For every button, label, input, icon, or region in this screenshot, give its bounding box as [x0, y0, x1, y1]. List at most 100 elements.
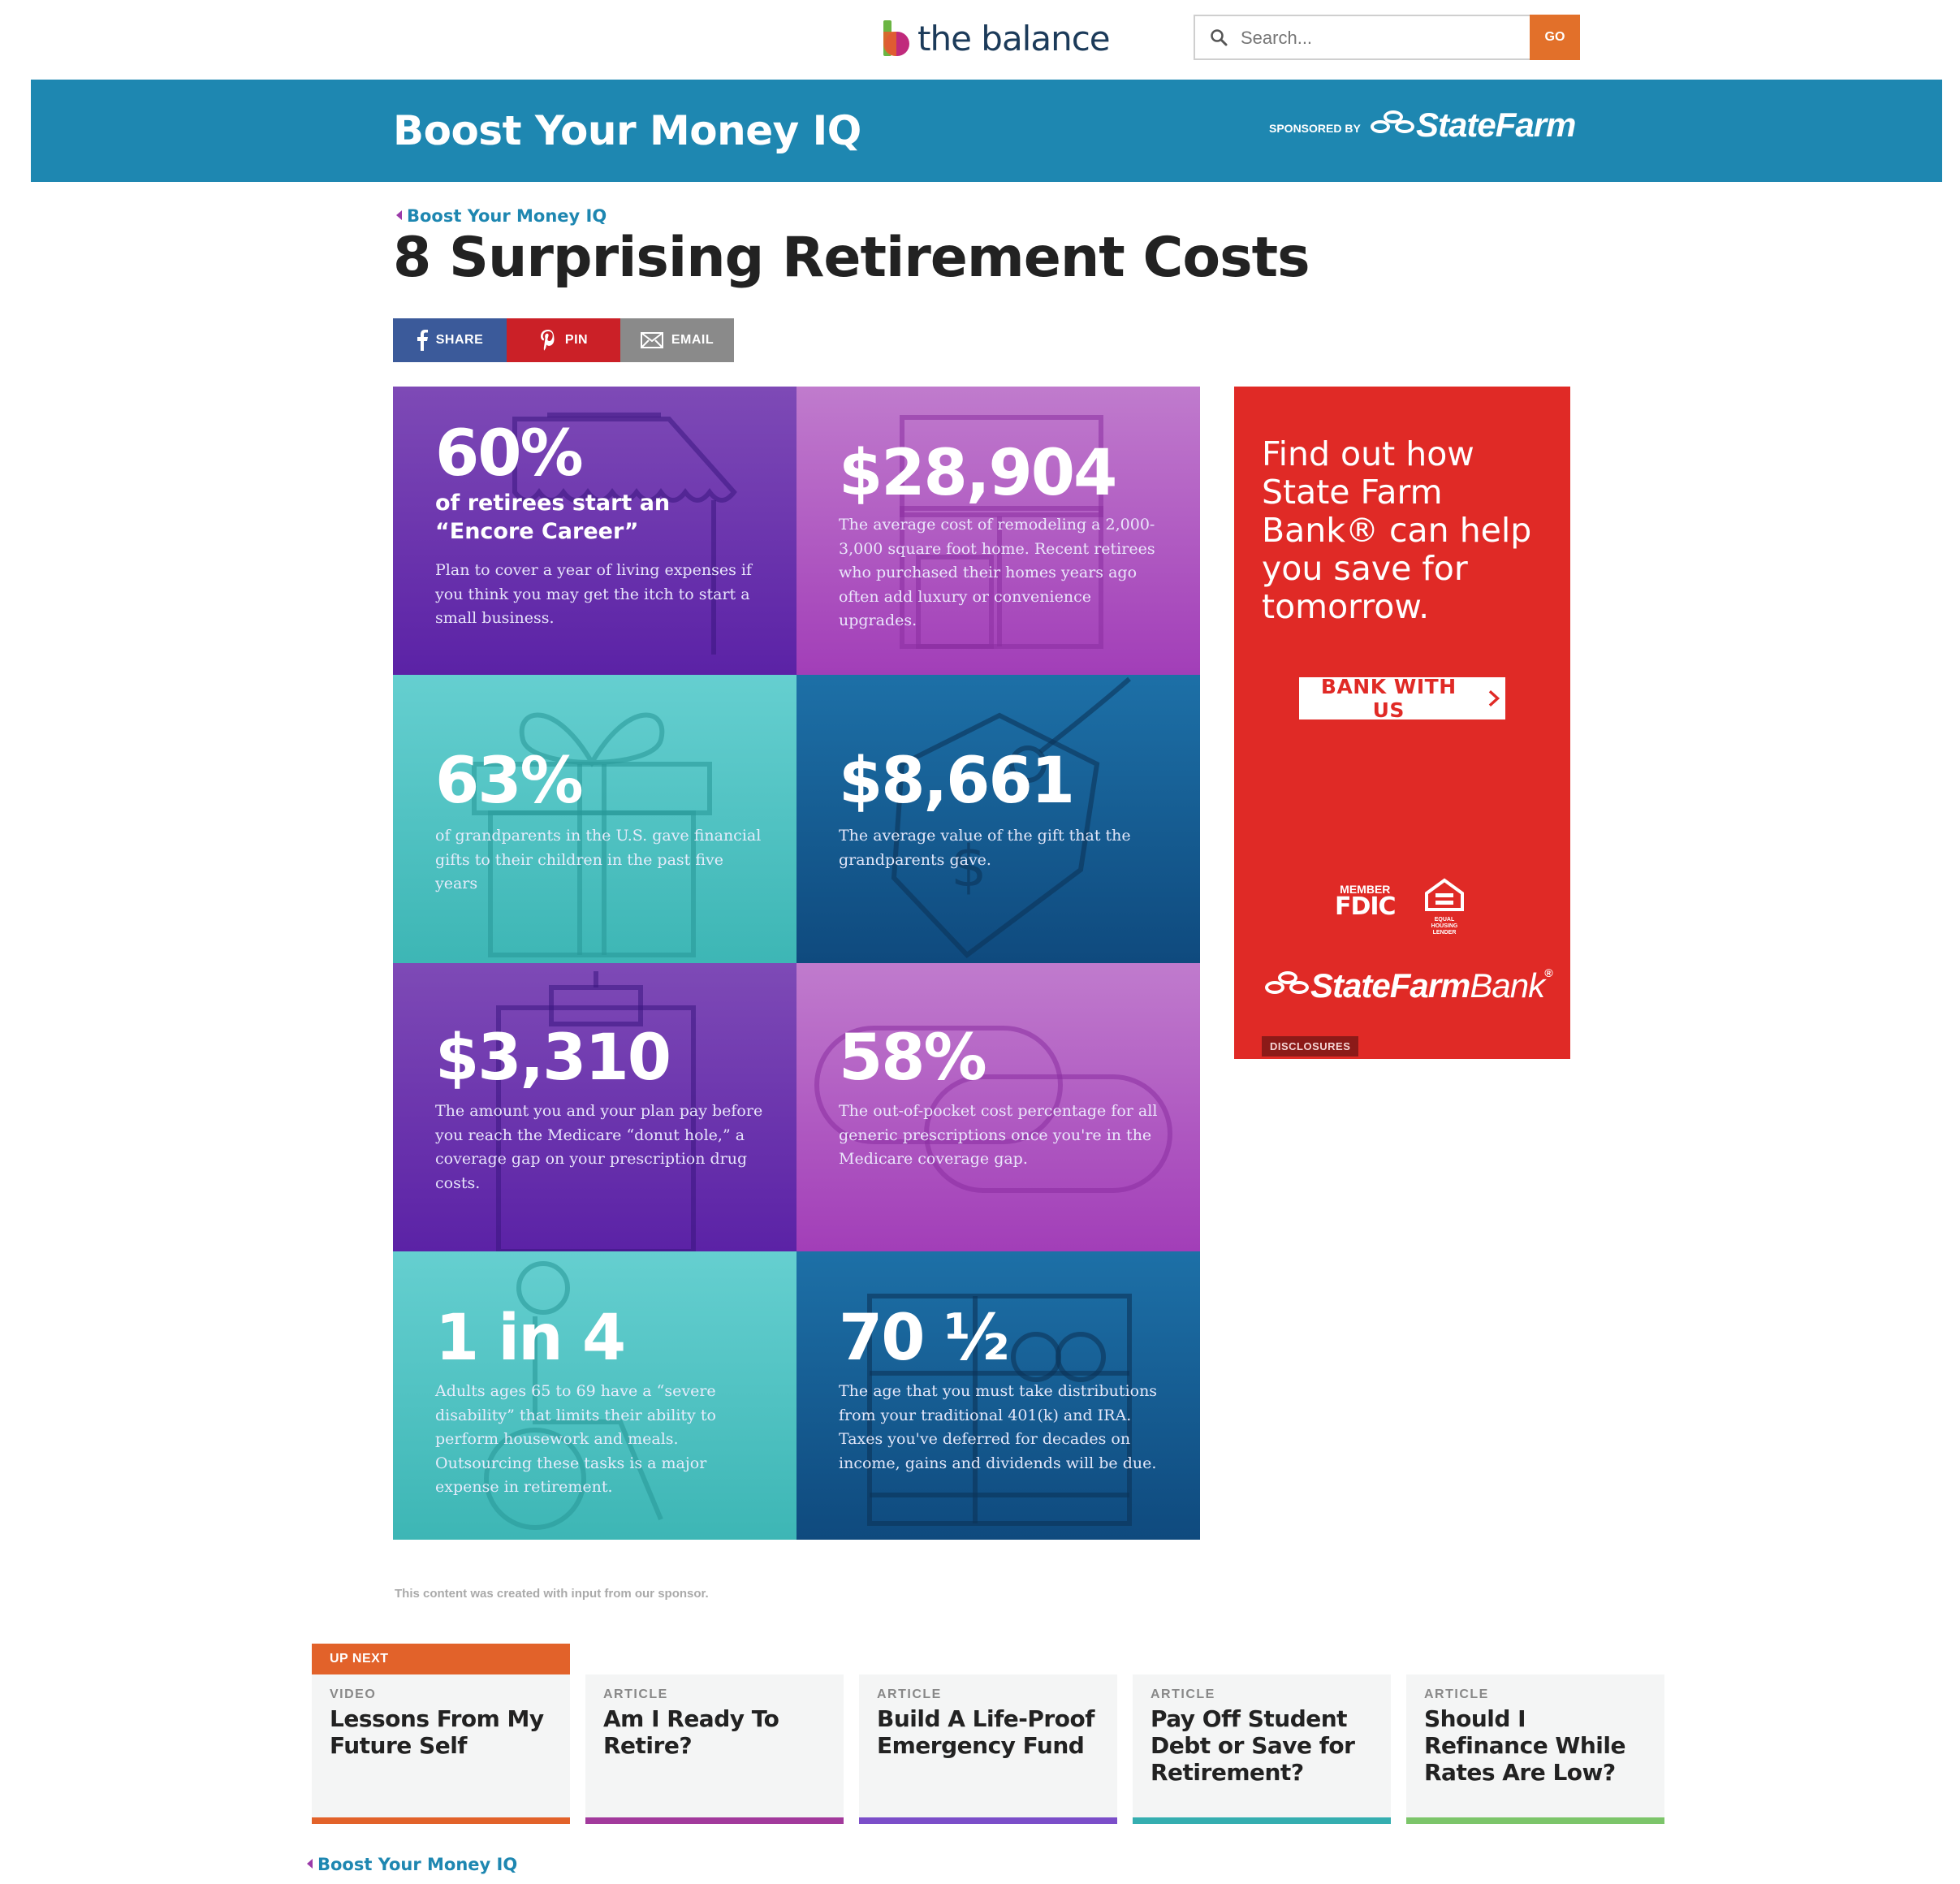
- statefarm-bank-logo: StateFarmBank®: [1265, 966, 1553, 1005]
- svg-text:$: $: [951, 833, 987, 900]
- stat-value: 58%: [839, 1022, 987, 1095]
- up-next-card[interactable]: ARTICLE Pay Off Student Debt or Save for…: [1133, 1674, 1391, 1824]
- stat-description: The out-of-pocket cost percentage for al…: [839, 1102, 1158, 1168]
- card-title: Build A Life-Proof Emergency Fund: [877, 1705, 1094, 1759]
- stat-tile-grandparent-gifts: 63% of grandparents in the U.S. gave fin…: [393, 675, 797, 963]
- share-email-button[interactable]: EMAIL: [620, 318, 734, 362]
- breadcrumb[interactable]: Boost Your Money IQ: [396, 206, 607, 226]
- share-email-label: EMAIL: [671, 333, 714, 347]
- stat-tile-generic-prescriptions: 58% The out-of-pocket cost percentage fo…: [797, 963, 1200, 1251]
- breadcrumb-label: Boost Your Money IQ: [407, 206, 607, 226]
- stat-value: $3,310: [435, 1022, 671, 1095]
- stat-description: The average cost of remodeling a 2,000-3…: [839, 516, 1155, 629]
- statefarm-bank-text: StateFarmBank®: [1310, 966, 1553, 1005]
- card-title: Should I Refinance While Rates Are Low?: [1424, 1705, 1625, 1786]
- stat-description: The average value of the gift that the g…: [839, 827, 1131, 869]
- stat-value: 63%: [435, 745, 584, 818]
- house-icon: [900, 415, 1103, 649]
- bank-with-us-button[interactable]: BANK WITH US: [1299, 675, 1505, 722]
- email-icon: [640, 332, 663, 348]
- card-kind: ARTICLE: [603, 1687, 668, 1701]
- card-color-bar: [585, 1817, 844, 1824]
- card-color-bar: [1406, 1817, 1664, 1824]
- stat-value: 60%: [435, 417, 584, 490]
- up-next-card[interactable]: ARTICLE Build A Life-Proof Emergency Fun…: [859, 1674, 1117, 1824]
- equal-housing-lender-icon: EQUAL HOUSING LENDER: [1423, 877, 1466, 936]
- up-next-card[interactable]: ARTICLE Should I Refinance While Rates A…: [1406, 1674, 1664, 1824]
- pinterest-icon: [540, 330, 555, 351]
- share-pinterest-button[interactable]: PIN: [507, 318, 620, 362]
- member-fdic-badge: MEMBER FDIC: [1335, 883, 1397, 921]
- card-color-bar: [312, 1817, 570, 1824]
- back-arrow-icon: [307, 1859, 313, 1869]
- card-color-bar: [859, 1817, 1117, 1824]
- search-input[interactable]: [1239, 21, 1518, 55]
- infographic-grid: 60% of retirees start an “Encore Career”…: [393, 387, 1200, 1540]
- search-box: [1194, 15, 1533, 60]
- banner-title[interactable]: Boost Your Money IQ: [393, 107, 861, 154]
- search-icon: [1211, 29, 1228, 46]
- up-next-card[interactable]: ARTICLE Am I Ready To Retire?: [585, 1674, 844, 1824]
- disclosures-link[interactable]: DISCLOSURES: [1262, 1036, 1359, 1057]
- card-color-bar: [1133, 1817, 1391, 1824]
- stat-description: Plan to cover a year of living expenses …: [435, 561, 752, 627]
- search-form: GO: [1194, 15, 1580, 60]
- card-title: Pay Off Student Debt or Save for Retirem…: [1151, 1705, 1355, 1786]
- statefarm-bank-ad[interactable]: Find out how State Farm Bank® can help y…: [1234, 387, 1570, 1059]
- facebook-icon: [417, 330, 428, 351]
- stat-tile-medicare-donut-hole: $3,310 The amount you and your plan pay …: [393, 963, 797, 1251]
- card-kind: VIDEO: [330, 1687, 377, 1701]
- bank-with-us-label: BANK WITH US: [1320, 675, 1457, 722]
- card-kind: ARTICLE: [877, 1687, 942, 1701]
- stat-tile-gift-value: $ $8,661 The average value of the gift t…: [797, 675, 1200, 963]
- fdic-label: FDIC: [1335, 892, 1397, 921]
- stat-description: of grandparents in the U.S. gave financi…: [435, 827, 762, 892]
- statefarm-ovals-icon: [1265, 970, 1310, 1002]
- page-title: 8 Surprising Retirement Costs: [393, 226, 1310, 290]
- up-next-card[interactable]: VIDEO Lessons From My Future Self: [312, 1674, 570, 1824]
- ad-headline: Find out how State Farm Bank® can help y…: [1262, 434, 1532, 626]
- statefarm-ovals-icon: [1371, 109, 1416, 141]
- pill-capsule-icon: [814, 1026, 1172, 1193]
- safe-icon: [867, 1294, 1132, 1526]
- stat-tile-disability: 1 in 4 Adults ages 65 to 69 have a “seve…: [393, 1251, 797, 1540]
- share-facebook-label: SHARE: [435, 333, 484, 347]
- sponsor-note: This content was created with input from…: [395, 1587, 709, 1601]
- price-tag-icon: $: [891, 676, 1131, 959]
- stat-value: $8,661: [839, 745, 1075, 818]
- breadcrumb-label: Boost Your Money IQ: [317, 1855, 518, 1874]
- stat-value: 1 in 4: [435, 1302, 626, 1375]
- card-kind: ARTICLE: [1151, 1687, 1215, 1701]
- breadcrumb-bottom[interactable]: Boost Your Money IQ: [307, 1855, 517, 1874]
- stat-tile-required-distributions: 70 ½ The age that you must take distribu…: [797, 1251, 1200, 1540]
- up-next-label: UP NEXT: [312, 1644, 570, 1674]
- stat-description: Adults ages 65 to 69 have a “severe disa…: [435, 1382, 716, 1496]
- site-logo[interactable]: the balance: [883, 18, 1111, 58]
- stat-tile-encore-career: 60% of retirees start an “Encore Career”…: [393, 387, 797, 675]
- ehl-label: EQUAL HOUSING LENDER: [1431, 917, 1458, 936]
- storefront-awning-icon: [512, 413, 737, 655]
- clipboard-icon: [496, 971, 696, 1251]
- share-pinterest-label: PIN: [564, 333, 589, 347]
- wheelchair-icon: [484, 1261, 663, 1530]
- share-facebook-button[interactable]: SHARE: [393, 318, 507, 362]
- stat-tile-remodeling: $28,904 The average cost of remodeling a…: [797, 387, 1200, 675]
- stat-description: The amount you and your plan pay before …: [435, 1102, 763, 1192]
- back-arrow-icon: [396, 210, 402, 220]
- search-go-button[interactable]: GO: [1530, 15, 1580, 60]
- sponsored-by-label: SPONSORED BY: [1269, 122, 1361, 135]
- card-title: Lessons From My Future Self: [330, 1705, 544, 1759]
- stat-subtitle: of retirees start an “Encore Career”: [435, 490, 671, 544]
- card-kind: ARTICLE: [1424, 1687, 1489, 1701]
- fdic-member-label: MEMBER: [1340, 883, 1391, 896]
- stat-description: The age that you must take distributions…: [839, 1382, 1158, 1472]
- statefarm-logo[interactable]: StateFarm: [1371, 106, 1576, 145]
- stat-value: 70 ½: [839, 1302, 1009, 1375]
- statefarm-logo-text: StateFarm: [1416, 106, 1576, 144]
- stat-value: $28,904: [839, 437, 1117, 510]
- card-title: Am I Ready To Retire?: [603, 1705, 779, 1759]
- site-logo-text: the balance: [917, 18, 1111, 58]
- balance-logo-icon: [883, 20, 913, 56]
- sponsor-banner: Boost Your Money IQ SPONSORED BY StateFa…: [31, 80, 1942, 182]
- chevron-right-icon: [1488, 690, 1500, 706]
